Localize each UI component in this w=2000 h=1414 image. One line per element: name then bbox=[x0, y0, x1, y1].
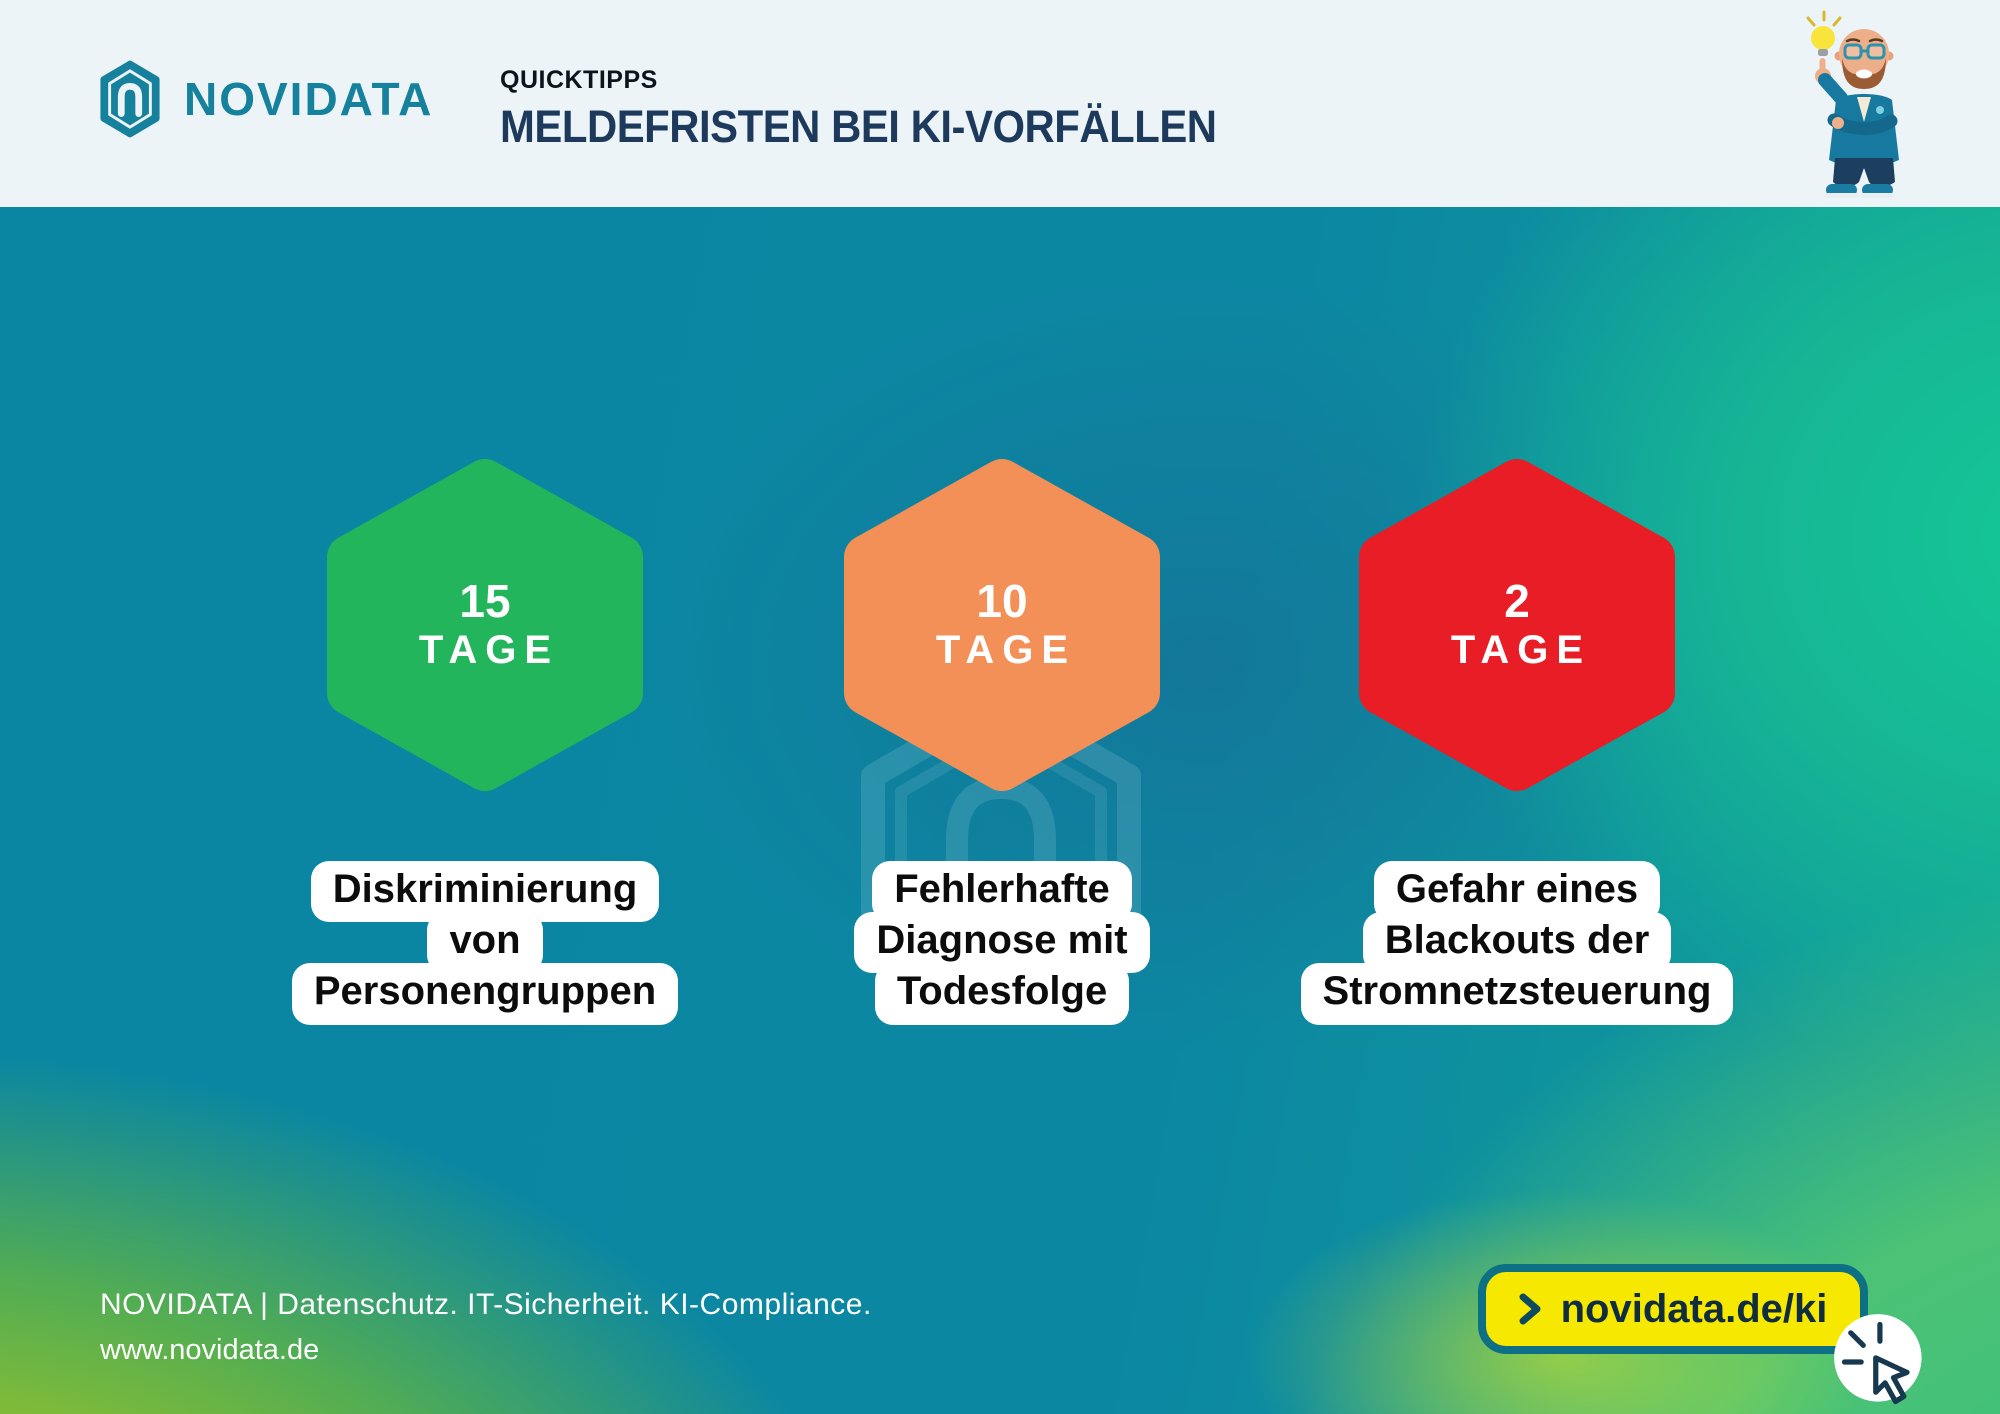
incident-label: Fehlerhafte Diagnose mit Todesfolge bbox=[742, 861, 1262, 1025]
deadline-value: 15 TAGE bbox=[325, 459, 645, 791]
incident-label-line: Gefahr eines bbox=[1373, 861, 1661, 923]
title-block: QUICKTIPPS MELDEFRISTEN BEI KI-VORFÄLLEN bbox=[500, 66, 1271, 153]
header-band: NOVIDATA QUICKTIPPS MELDEFRISTEN BEI KI-… bbox=[0, 0, 2000, 207]
incident-label-line: von bbox=[427, 912, 543, 974]
incident-label-line: Todesfolge bbox=[874, 963, 1130, 1025]
deadline-unit: TAGE bbox=[418, 628, 560, 673]
hexagon-green-icon bbox=[327, 459, 643, 791]
hexagon-red-icon bbox=[1359, 459, 1675, 791]
deadline-number: 2 bbox=[1504, 574, 1530, 627]
footer-tagline: NOVIDATA | Datenschutz. IT-Sicherheit. K… bbox=[100, 1288, 872, 1321]
novidata-logo: NOVIDATA bbox=[98, 60, 433, 138]
deadline-number: 15 bbox=[459, 574, 511, 627]
mascot-illustration bbox=[1806, 10, 1899, 198]
incident-label: Diskriminierung von Personengruppen bbox=[225, 861, 745, 1025]
deadline-card-1: 15 TAGE Diskriminierung von Personengrup… bbox=[225, 459, 745, 1025]
deadline-card-2: 10 TAGE Fehlerhafte Diagnose mit Todesfo… bbox=[742, 459, 1262, 1025]
deadline-unit: TAGE bbox=[1450, 628, 1592, 673]
brand-wordmark: NOVIDATA bbox=[184, 73, 434, 125]
deadline-number: 10 bbox=[976, 574, 1028, 627]
novidata-logo-icon bbox=[100, 60, 160, 138]
incident-label-line: Diagnose mit bbox=[854, 912, 1150, 974]
hexagon-orange-icon bbox=[844, 459, 1160, 791]
footer-url: www.novidata.de bbox=[100, 1334, 320, 1366]
incident-label-line: Personengruppen bbox=[291, 963, 679, 1025]
incident-label-line: Blackouts der bbox=[1362, 912, 1672, 974]
lightbulb-icon bbox=[1806, 10, 1842, 56]
incident-label-line: Stromnetzsteuerung bbox=[1300, 963, 1734, 1025]
deadline-unit: TAGE bbox=[935, 628, 1077, 673]
incident-label-line: Diskriminierung bbox=[310, 861, 660, 923]
deadline-card-3: 2 TAGE Gefahr eines Blackouts der Stromn… bbox=[1257, 459, 1777, 1025]
deadline-value: 10 TAGE bbox=[842, 459, 1162, 791]
footer: NOVIDATA | Datenschutz. IT-Sicherheit. K… bbox=[100, 1288, 872, 1367]
kicker-label: QUICKTIPPS bbox=[500, 66, 658, 94]
chevron-right-icon bbox=[1519, 1293, 1541, 1325]
cta-label: novidata.de/ki bbox=[1560, 1286, 1828, 1331]
page-title: MELDEFRISTEN BEI KI-VORFÄLLEN bbox=[500, 101, 1217, 152]
cursor-click-icon bbox=[1834, 1314, 1922, 1405]
incident-label-line: Fehlerhafte bbox=[872, 861, 1132, 923]
deadline-value: 2 TAGE bbox=[1357, 459, 1677, 791]
incident-label: Gefahr eines Blackouts der Stromnetzsteu… bbox=[1257, 861, 1777, 1025]
cta-link-button[interactable]: novidata.de/ki bbox=[1478, 1264, 1868, 1354]
